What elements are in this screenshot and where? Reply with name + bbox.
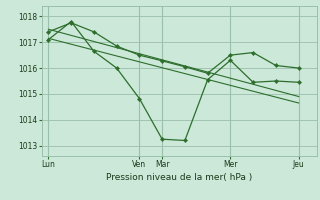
X-axis label: Pression niveau de la mer( hPa ): Pression niveau de la mer( hPa ) <box>106 173 252 182</box>
